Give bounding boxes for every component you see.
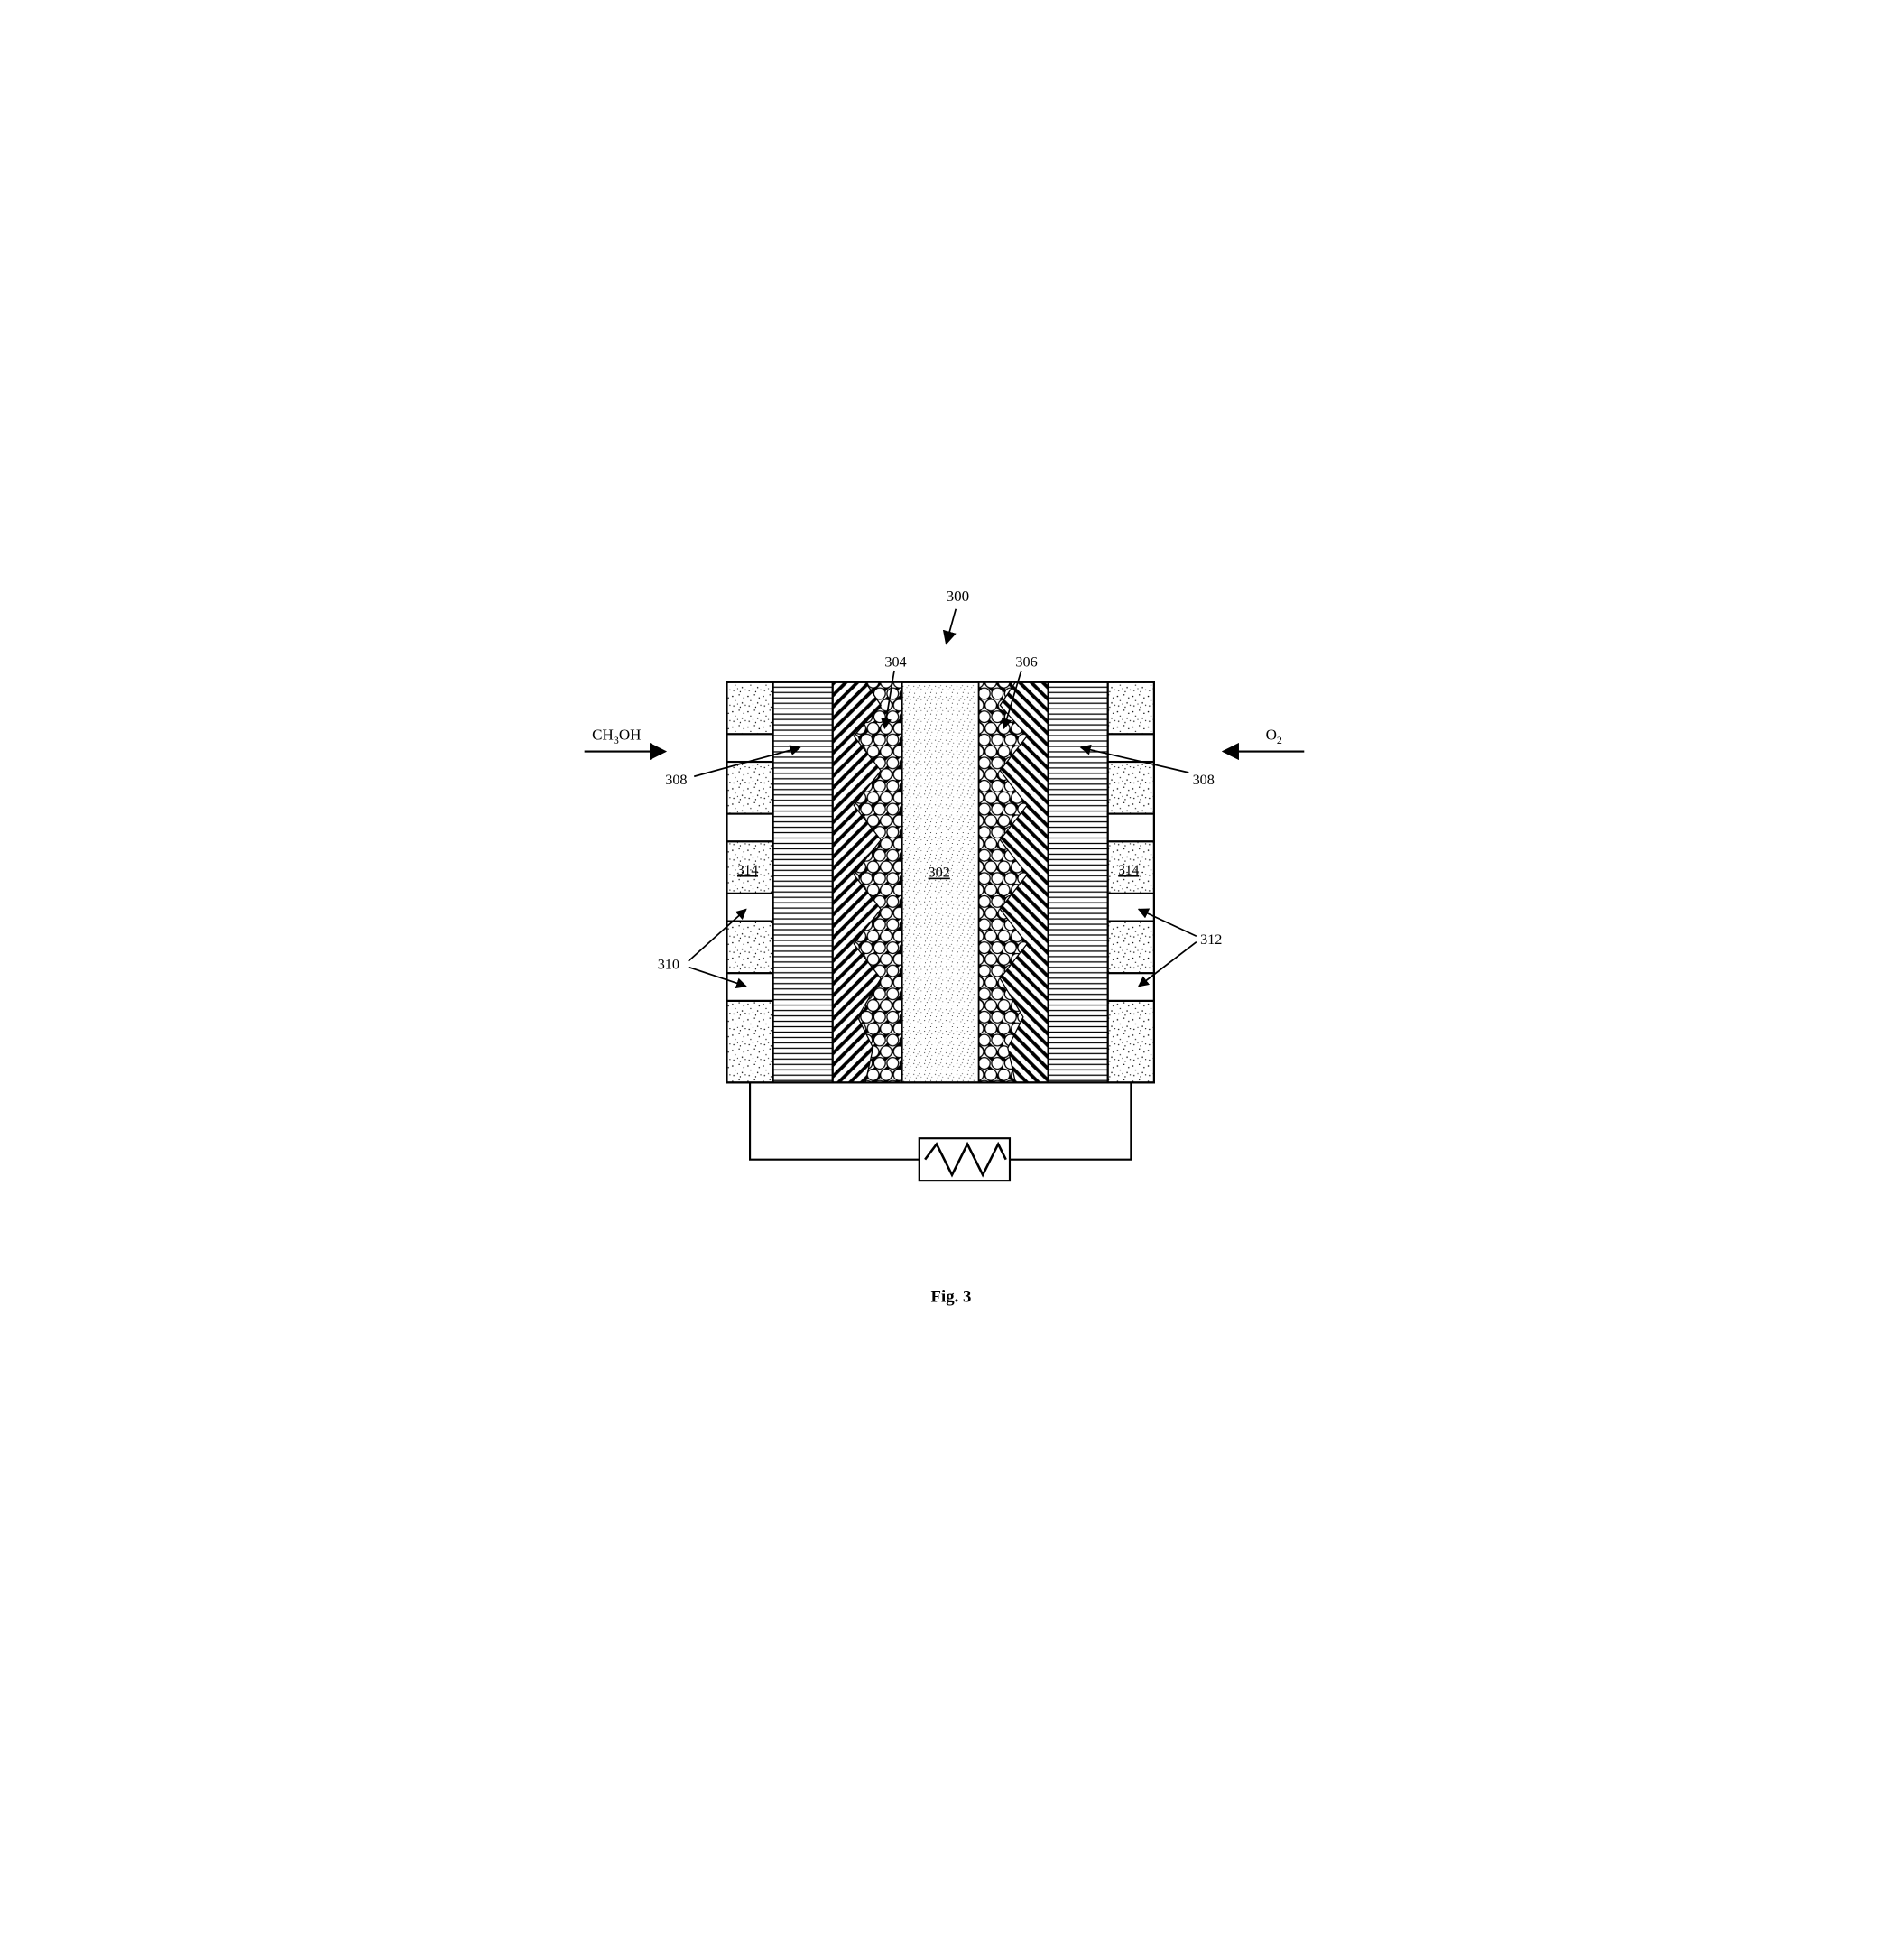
svg-text:O2: O2 xyxy=(1266,727,1282,746)
right-gdl xyxy=(1049,682,1108,1083)
ref-304: 304 xyxy=(884,654,906,671)
ref-310: 310 xyxy=(658,957,679,973)
right-end-plate: 314 xyxy=(1108,682,1154,1083)
anode-catalyst xyxy=(833,682,902,1083)
left-gdl xyxy=(773,682,833,1083)
external-circuit xyxy=(750,1082,1131,1181)
figure-caption: Fig. 3 xyxy=(931,1288,972,1307)
ref-314-left: 314 xyxy=(737,863,758,878)
ch3oh-sub: 3 xyxy=(614,734,619,746)
ref-314-right: 314 xyxy=(1118,863,1139,878)
o2-sub: 2 xyxy=(1277,734,1282,746)
ref-300: 300 xyxy=(947,588,970,605)
ch3oh-2: OH xyxy=(619,727,642,744)
ref-306: 306 xyxy=(1015,654,1037,671)
input-left: CH3OH xyxy=(585,727,666,752)
fuel-cell-diagram: 300 314 302 xyxy=(546,555,1358,1381)
left-end-plate: 314 xyxy=(726,682,772,1083)
ref-302: 302 xyxy=(929,865,950,881)
o2-1: O xyxy=(1266,727,1277,744)
ref-312: 312 xyxy=(1200,931,1222,948)
load-box xyxy=(920,1138,1010,1181)
ch3oh-1: CH xyxy=(592,727,614,744)
svg-text:CH3OH: CH3OH xyxy=(592,727,641,746)
cathode-catalyst xyxy=(979,682,1049,1083)
arrow-300 xyxy=(947,609,957,644)
ref-308-left: 308 xyxy=(665,772,687,788)
input-right: O2 xyxy=(1224,727,1305,752)
cell-stack: 314 302 314 xyxy=(726,682,1153,1083)
membrane xyxy=(902,682,979,1083)
ref-308-right: 308 xyxy=(1193,772,1215,788)
